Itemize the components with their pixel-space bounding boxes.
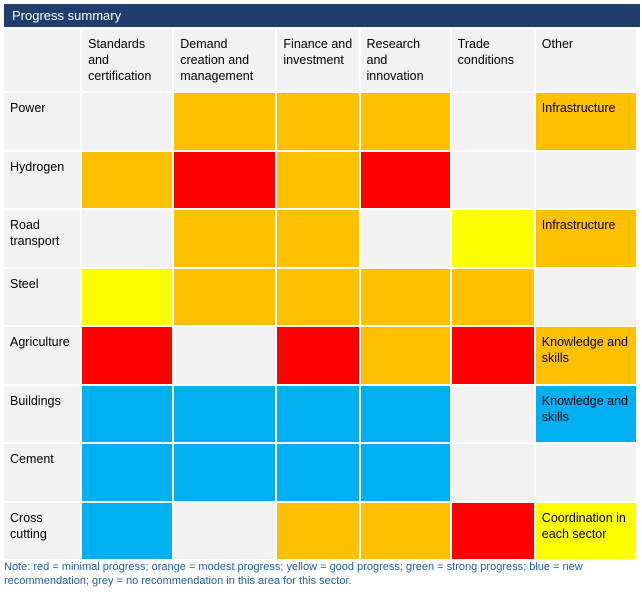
sector-label: Road transport bbox=[4, 210, 81, 267]
other-cell bbox=[535, 151, 636, 208]
table-row: Hydrogen bbox=[4, 151, 636, 208]
progress-table: Standards and certification Demand creat… bbox=[2, 27, 638, 561]
status-cell bbox=[451, 151, 534, 208]
table-row: Buildings Knowledge and skills bbox=[4, 385, 636, 442]
other-cell: Knowledge and skills bbox=[535, 385, 636, 442]
status-cell bbox=[82, 151, 173, 208]
status-cell bbox=[174, 444, 276, 501]
status-cell bbox=[360, 444, 450, 501]
other-cell: Infrastructure bbox=[535, 93, 636, 150]
status-cell bbox=[277, 268, 359, 325]
status-cell bbox=[360, 151, 450, 208]
other-cell bbox=[535, 444, 636, 501]
status-cell bbox=[174, 502, 276, 559]
table-row: Road transport Infrastructure bbox=[4, 210, 636, 267]
status-cell bbox=[174, 151, 276, 208]
status-cell bbox=[360, 327, 450, 384]
status-cell bbox=[82, 210, 173, 267]
corner-cell bbox=[4, 29, 81, 91]
status-cell bbox=[451, 502, 534, 559]
status-cell bbox=[360, 210, 450, 267]
sector-label: Cement bbox=[4, 444, 81, 501]
status-cell bbox=[451, 268, 534, 325]
status-cell bbox=[451, 93, 534, 150]
status-cell bbox=[82, 444, 173, 501]
status-cell bbox=[451, 385, 534, 442]
status-cell bbox=[360, 502, 450, 559]
panel-title: Progress summary bbox=[4, 4, 640, 27]
sector-label: Power bbox=[4, 93, 81, 150]
other-cell: Knowledge and skills bbox=[535, 327, 636, 384]
legend-note: Note: red = minimal progress; orange = m… bbox=[4, 561, 583, 587]
status-cell bbox=[82, 502, 173, 559]
status-cell bbox=[174, 385, 276, 442]
status-cell bbox=[277, 385, 359, 442]
header-row: Standards and certification Demand creat… bbox=[4, 29, 636, 91]
status-cell bbox=[174, 327, 276, 384]
status-cell bbox=[360, 385, 450, 442]
column-header-demand: Demand creation and management bbox=[174, 29, 276, 91]
status-cell bbox=[174, 268, 276, 325]
column-header-finance: Finance and investment bbox=[277, 29, 359, 91]
status-cell bbox=[360, 268, 450, 325]
other-cell bbox=[535, 268, 636, 325]
sector-label: Hydrogen bbox=[4, 151, 81, 208]
sector-label: Cross cutting bbox=[4, 502, 81, 559]
status-cell bbox=[174, 93, 276, 150]
other-cell: Coordination in each sector bbox=[535, 502, 636, 559]
status-cell bbox=[82, 327, 173, 384]
progress-summary-panel: Progress summary Standards and certifica… bbox=[2, 4, 640, 561]
other-cell: Infrastructure bbox=[535, 210, 636, 267]
table-row: Cross cutting Coordination in each sector bbox=[4, 502, 636, 559]
column-header-research: Research and innovation bbox=[360, 29, 450, 91]
status-cell bbox=[277, 444, 359, 501]
status-cell bbox=[277, 151, 359, 208]
status-cell bbox=[82, 268, 173, 325]
status-cell bbox=[451, 444, 534, 501]
status-cell bbox=[451, 327, 534, 384]
table-row: Power Infrastructure bbox=[4, 93, 636, 150]
status-cell bbox=[360, 93, 450, 150]
table-row: Agriculture Knowledge and skills bbox=[4, 327, 636, 384]
status-cell bbox=[174, 210, 276, 267]
table-row: Cement bbox=[4, 444, 636, 501]
sector-label: Steel bbox=[4, 268, 81, 325]
status-cell bbox=[277, 327, 359, 384]
status-cell bbox=[277, 502, 359, 559]
table-row: Steel bbox=[4, 268, 636, 325]
column-header-standards: Standards and certification bbox=[82, 29, 173, 91]
status-cell bbox=[451, 210, 534, 267]
status-cell bbox=[82, 385, 173, 442]
status-cell bbox=[277, 210, 359, 267]
sector-label: Agriculture bbox=[4, 327, 81, 384]
sector-label: Buildings bbox=[4, 385, 81, 442]
status-cell bbox=[277, 93, 359, 150]
column-header-other: Other bbox=[535, 29, 636, 91]
column-header-trade: Trade conditions bbox=[451, 29, 534, 91]
status-cell bbox=[82, 93, 173, 150]
